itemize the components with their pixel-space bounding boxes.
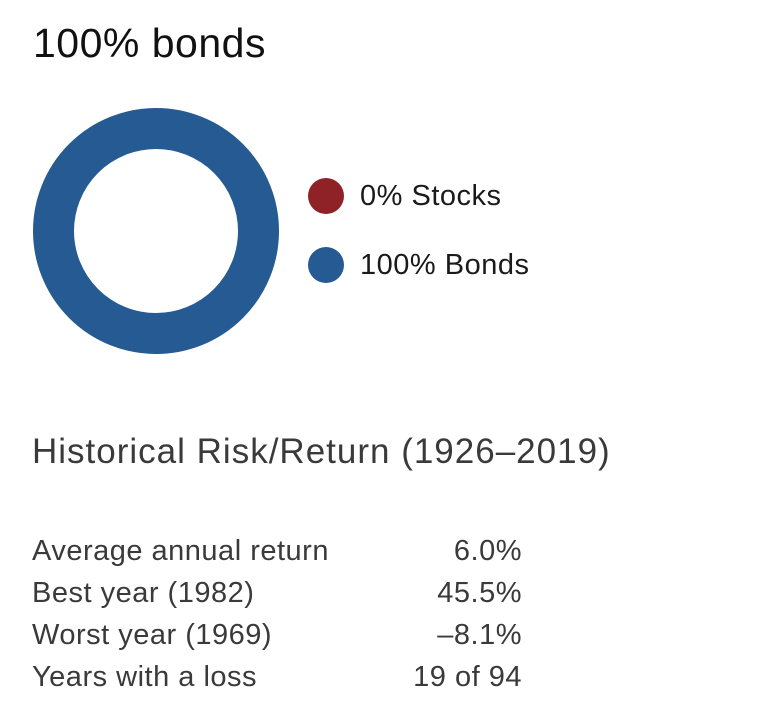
stat-value: –8.1% bbox=[437, 618, 522, 651]
donut-chart bbox=[31, 106, 281, 356]
risk-return-title: Historical Risk/Return (1926–2019) bbox=[32, 432, 611, 471]
stat-label: Best year (1982) bbox=[32, 576, 255, 609]
legend: 0% Stocks 100% Bonds bbox=[308, 176, 529, 314]
stat-row-average-return: Average annual return 6.0% bbox=[32, 530, 522, 572]
stat-label: Years with a loss bbox=[32, 660, 258, 693]
legend-item-stocks: 0% Stocks bbox=[308, 176, 529, 216]
legend-label-stocks: 0% Stocks bbox=[360, 179, 502, 212]
stat-value: 45.5% bbox=[437, 576, 522, 609]
legend-item-bonds: 100% Bonds bbox=[308, 245, 529, 285]
legend-dot-stocks bbox=[308, 178, 344, 214]
donut-slice-100-bonds bbox=[33, 108, 279, 354]
stat-row-best-year: Best year (1982) 45.5% bbox=[32, 572, 522, 614]
stat-row-years-with-loss: Years with a loss 19 of 94 bbox=[32, 656, 522, 698]
stat-row-worst-year: Worst year (1969) –8.1% bbox=[32, 614, 522, 656]
stat-label: Average annual return bbox=[32, 534, 329, 567]
risk-return-table: Average annual return 6.0% Best year (19… bbox=[32, 530, 522, 698]
chart-title: 100% bonds bbox=[33, 20, 266, 66]
stat-value: 19 of 94 bbox=[413, 660, 522, 693]
legend-label-bonds: 100% Bonds bbox=[360, 248, 530, 281]
legend-dot-bonds bbox=[308, 247, 344, 283]
stat-label: Worst year (1969) bbox=[32, 618, 273, 651]
stat-value: 6.0% bbox=[453, 534, 522, 567]
